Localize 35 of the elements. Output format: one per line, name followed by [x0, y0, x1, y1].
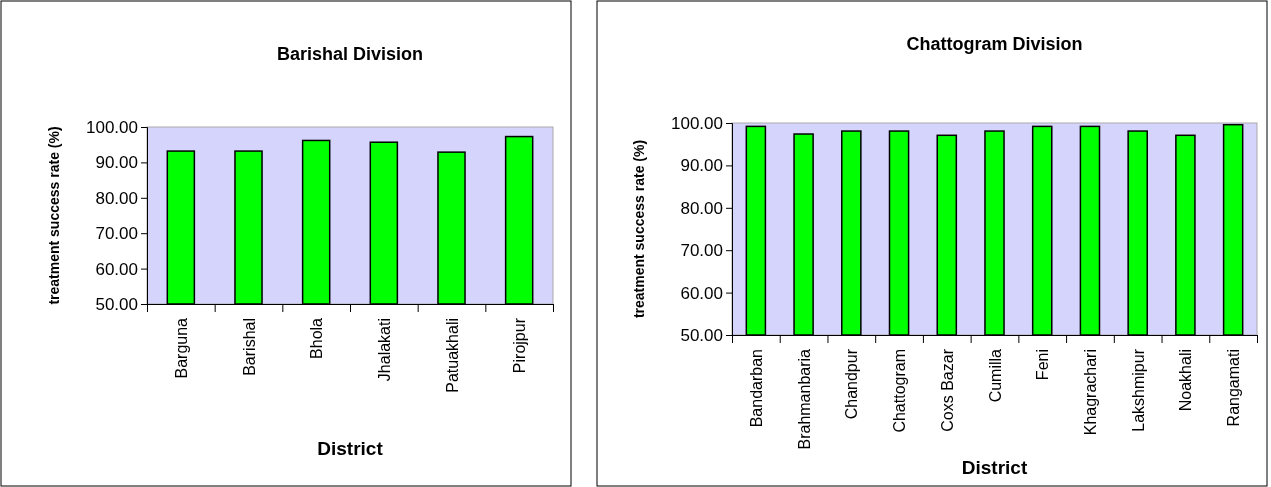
x-tick-label: Khagrachari [1081, 349, 1099, 436]
y-axis-title: treatment success rate (%) [631, 139, 647, 319]
chart-title: Chattogram Division [906, 34, 1083, 54]
x-tick-label: Brahmanbaria [795, 348, 813, 450]
y-tick-label: 60.00 [680, 283, 723, 303]
x-tick-label: Jhalakati [375, 318, 393, 382]
y-axis-title: treatment success rate (%) [46, 126, 62, 305]
x-tick-label: Lakshmipur [1129, 348, 1147, 432]
x-tick-label: Feni [1034, 349, 1052, 381]
x-tick-label: Bhola [308, 317, 326, 359]
x-axis-title: District [317, 438, 384, 459]
x-tick-label: Chattogram [891, 349, 909, 433]
x-tick-label: Patuakhali [443, 318, 461, 393]
x-tick-label: Bandarban [747, 349, 765, 428]
y-tick-label: 60.00 [95, 259, 138, 279]
y-tick-label: 90.00 [680, 156, 723, 176]
x-tick-label: Barguna [172, 317, 190, 379]
y-tick-label: 70.00 [680, 241, 723, 261]
y-tick-label: 100.00 [86, 117, 138, 137]
x-tick-label: Coxs Bazar [938, 348, 956, 432]
y-tick-label: 80.00 [680, 198, 723, 218]
x-tick-label: Chandpur [843, 348, 861, 420]
x-tick-label: Cumilla [986, 348, 1004, 403]
y-tick-label: 70.00 [95, 224, 138, 244]
x-tick-label: Pirojpur [511, 317, 529, 374]
y-tick-label: 100.00 [671, 113, 723, 133]
x-axis-title: District [961, 457, 1028, 478]
y-tick-label: 80.00 [95, 188, 138, 208]
x-tick-label: Rangamati [1225, 349, 1243, 427]
x-tick-label: Noakhali [1177, 349, 1195, 412]
chart-title: Barishal Division [276, 44, 424, 64]
y-tick-label: 90.00 [95, 153, 138, 173]
x-tick-label: Barishal [240, 318, 258, 376]
y-tick-label: 50.00 [680, 325, 723, 345]
y-tick-label: 50.00 [95, 294, 138, 314]
